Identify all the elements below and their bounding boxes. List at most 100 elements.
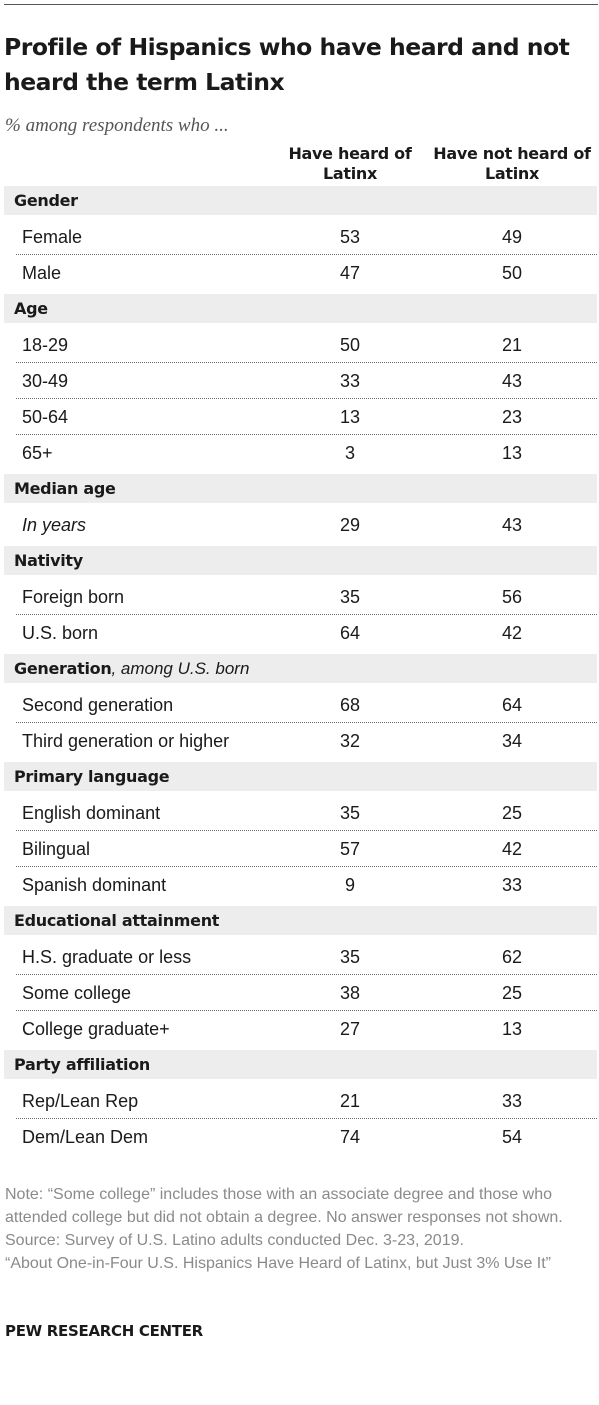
value-not-heard: 49 xyxy=(501,227,523,247)
table-row: Rep/Lean Rep 21 33 xyxy=(16,1083,597,1119)
value-not-heard: 43 xyxy=(501,371,523,391)
value-not-heard: 25 xyxy=(501,803,523,823)
value-heard: 33 xyxy=(339,371,361,391)
row-label: H.S. graduate or less xyxy=(22,947,192,967)
value-heard: 57 xyxy=(339,839,361,859)
value-not-heard: 56 xyxy=(501,587,523,607)
row-label: 30-49 xyxy=(22,371,69,391)
value-not-heard: 33 xyxy=(501,1091,523,1111)
table-row: U.S. born 64 42 xyxy=(16,615,597,650)
table-row: English dominant 35 25 xyxy=(16,795,597,831)
section-label: Age xyxy=(14,299,48,318)
value-not-heard: 62 xyxy=(501,947,523,967)
value-not-heard: 50 xyxy=(501,263,523,283)
table-row: Bilingual 57 42 xyxy=(16,831,597,867)
row-label: Dem/Lean Dem xyxy=(22,1127,149,1147)
value-heard: 64 xyxy=(339,623,361,643)
column-header-not-heard: Have not heard of Latinx xyxy=(433,144,591,183)
data-table: Gender Female 53 49 Male 47 50 Age 18-29 50 21 30-4… xyxy=(0,186,599,1158)
row-label: In years xyxy=(22,515,87,535)
row-label: Foreign born xyxy=(22,587,125,607)
section-label: Primary language xyxy=(14,767,170,786)
value-heard: 35 xyxy=(339,947,361,967)
table-row: 18-29 50 21 xyxy=(16,327,597,363)
value-not-heard: 33 xyxy=(501,875,523,895)
section-header: Generation, among U.S. born xyxy=(4,654,597,683)
row-label: English dominant xyxy=(22,803,161,823)
value-not-heard: 13 xyxy=(501,1019,523,1039)
section-label: Party affiliation xyxy=(14,1055,151,1074)
row-label: 18-29 xyxy=(22,335,69,355)
section-header: Gender xyxy=(4,186,597,215)
section-label: Nativity xyxy=(14,551,83,570)
value-heard: 38 xyxy=(339,983,361,1003)
value-not-heard: 43 xyxy=(501,515,523,535)
row-label: Bilingual xyxy=(22,839,91,859)
value-heard: 27 xyxy=(339,1019,361,1039)
value-heard: 53 xyxy=(339,227,361,247)
value-heard: 9 xyxy=(344,875,355,895)
footnote-source: Source: Survey of U.S. Latino adults con… xyxy=(5,1232,464,1249)
value-not-heard: 25 xyxy=(501,983,523,1003)
value-not-heard: 34 xyxy=(501,731,523,751)
value-heard: 74 xyxy=(339,1127,361,1147)
table-row: Foreign born 35 56 xyxy=(16,579,597,615)
value-not-heard: 13 xyxy=(501,443,523,463)
section-note: , among U.S. born xyxy=(111,659,250,678)
table-row: Male 47 50 xyxy=(16,255,597,290)
row-label: Spanish dominant xyxy=(22,875,167,895)
table-row: H.S. graduate or less 35 62 xyxy=(16,939,597,975)
table-row: 65+ 3 13 xyxy=(16,435,597,470)
section-label: Median age xyxy=(14,479,116,498)
footnote: Note: “Some college” includes those with… xyxy=(5,1183,595,1275)
row-label: Third generation or higher xyxy=(22,731,230,751)
value-not-heard: 21 xyxy=(501,335,523,355)
table-row: College graduate+ 27 13 xyxy=(16,1011,597,1046)
section-gap xyxy=(0,1154,599,1158)
value-heard: 13 xyxy=(339,407,361,427)
value-not-heard: 42 xyxy=(501,839,523,859)
value-heard: 47 xyxy=(339,263,361,283)
table-row: Spanish dominant 9 33 xyxy=(16,867,597,902)
top-rule xyxy=(4,4,598,5)
row-label: 65+ xyxy=(22,443,53,463)
row-label: Rep/Lean Rep xyxy=(22,1091,139,1111)
footnote-note: Note: “Some college” includes those with… xyxy=(5,1186,563,1226)
section-header: Median age xyxy=(4,474,597,503)
brand-logo-text: PEW RESEARCH CENTER xyxy=(5,1322,203,1340)
value-heard: 68 xyxy=(339,695,361,715)
value-heard: 35 xyxy=(339,803,361,823)
table-row: In years 29 43 xyxy=(16,507,597,542)
chart-title: Profile of Hispanics who have heard and … xyxy=(4,33,570,96)
value-not-heard: 64 xyxy=(501,695,523,715)
section-label: Educational attainment xyxy=(14,911,220,930)
row-label: Some college xyxy=(22,983,132,1003)
table-row: Dem/Lean Dem 74 54 xyxy=(16,1119,597,1154)
column-header-heard: Have heard of Latinx xyxy=(288,144,412,183)
section-header: Primary language xyxy=(4,762,597,791)
table-row: 30-49 33 43 xyxy=(16,363,597,399)
section-header: Nativity xyxy=(4,546,597,575)
value-not-heard: 54 xyxy=(501,1127,523,1147)
table-row: Third generation or higher 32 34 xyxy=(16,723,597,758)
table-row: Second generation 68 64 xyxy=(16,687,597,723)
section-header: Educational attainment xyxy=(4,906,597,935)
value-heard: 32 xyxy=(339,731,361,751)
row-label: Female xyxy=(22,227,83,247)
row-label: U.S. born xyxy=(22,623,99,643)
row-label: Male xyxy=(22,263,62,283)
row-label: 50-64 xyxy=(22,407,69,427)
section-label: Gender xyxy=(14,191,78,210)
row-label: College graduate+ xyxy=(22,1019,170,1039)
table-row: Female 53 49 xyxy=(16,219,597,255)
value-heard: 50 xyxy=(339,335,361,355)
value-heard: 29 xyxy=(339,515,361,535)
value-not-heard: 42 xyxy=(501,623,523,643)
chart-subtitle: % among respondents who ... xyxy=(5,115,229,136)
value-heard: 3 xyxy=(344,443,355,463)
table-row: Some college 38 25 xyxy=(16,975,597,1011)
value-heard: 35 xyxy=(339,587,361,607)
footnote-report: “About One-in-Four U.S. Hispanics Have H… xyxy=(5,1255,552,1272)
value-not-heard: 23 xyxy=(501,407,523,427)
value-heard: 21 xyxy=(339,1091,361,1111)
